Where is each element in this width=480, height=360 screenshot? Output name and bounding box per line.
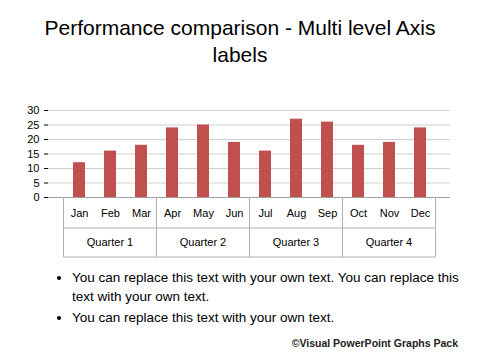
svg-text:30: 30 xyxy=(27,104,39,116)
svg-text:0: 0 xyxy=(33,191,39,203)
svg-text:Mar: Mar xyxy=(132,207,151,219)
svg-text:Jan: Jan xyxy=(71,207,89,219)
svg-text:5: 5 xyxy=(33,177,39,189)
svg-text:Quarter 1: Quarter 1 xyxy=(87,236,133,248)
html-text:©Visual PowerPoint Graphs Pack: ©Visual PowerPoint Graphs Pack xyxy=(291,337,458,349)
svg-text:Oct: Oct xyxy=(350,207,367,219)
svg-text:20: 20 xyxy=(27,133,39,145)
svg-text:Feb: Feb xyxy=(101,207,120,219)
svg-text:Aug: Aug xyxy=(287,207,307,219)
svg-text:15: 15 xyxy=(27,148,39,160)
svg-text:Quarter 2: Quarter 2 xyxy=(180,236,226,248)
svg-text:Quarter 4: Quarter 4 xyxy=(366,236,412,248)
svg-text:Sep: Sep xyxy=(318,207,338,219)
svg-text:Quarter 3: Quarter 3 xyxy=(273,236,319,248)
svg-text:Jun: Jun xyxy=(226,207,244,219)
svg-text:Apr: Apr xyxy=(164,207,181,219)
svg-text:May: May xyxy=(193,207,214,219)
html-text:Performance comparison - Multi: Performance comparison - Multi level Axi… xyxy=(44,16,436,66)
svg-text:Dec: Dec xyxy=(411,207,431,219)
svg-text:10: 10 xyxy=(27,162,39,174)
svg-text:25: 25 xyxy=(27,119,39,131)
html-text:You can replace this text with: You can replace this text with your own … xyxy=(72,310,335,325)
html-text:You can replace this text with: You can replace this text with your own … xyxy=(72,270,459,304)
svg-text:Nov: Nov xyxy=(380,207,400,219)
svg-text:Jul: Jul xyxy=(258,207,272,219)
